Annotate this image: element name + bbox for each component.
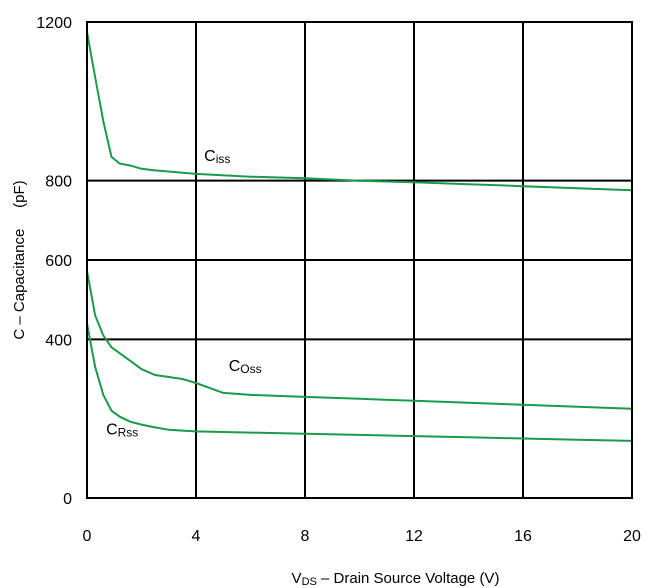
x-tick-label: 0 (83, 528, 92, 545)
y-tick-label: 600 (45, 253, 72, 270)
y-tick-label: 800 (45, 174, 72, 191)
series-line-oss (86, 270, 633, 410)
x-tick-label: 4 (192, 528, 201, 545)
x-axis-label-rest: – Drain Source Voltage (V) (317, 570, 500, 587)
series-label-sub: Oss (240, 362, 261, 376)
x-tick-label: 20 (623, 528, 641, 545)
series-line-rss (86, 323, 633, 442)
x-tick-label: 8 (301, 528, 310, 545)
curves (86, 31, 633, 442)
series-label-rss: CRss (106, 422, 138, 440)
series-label-sub: Rss (118, 426, 139, 440)
series-line-iss (86, 31, 633, 192)
series-label-main: C (204, 148, 216, 165)
x-axis-label: VDS – Drain Source Voltage (V) (292, 570, 500, 588)
series-label-oss: COss (229, 358, 262, 376)
series-label-main: C (106, 422, 118, 439)
y-axis-label: C – Capacitance (pF) (11, 180, 28, 339)
series-label-iss: Ciss (204, 148, 230, 166)
y-tick-label: 1200 (36, 15, 72, 32)
x-axis-label-main: V (292, 570, 302, 587)
grid (87, 21, 633, 498)
x-axis-label-sub: DS (302, 576, 317, 588)
series-label-main: C (229, 358, 241, 375)
y-tick-label: 400 (45, 332, 72, 349)
x-tick-label: 16 (514, 528, 532, 545)
series-label-sub: iss (216, 152, 231, 166)
plot-frame (86, 21, 633, 499)
y-tick-label: 0 (63, 491, 72, 508)
x-tick-label: 12 (405, 528, 423, 545)
